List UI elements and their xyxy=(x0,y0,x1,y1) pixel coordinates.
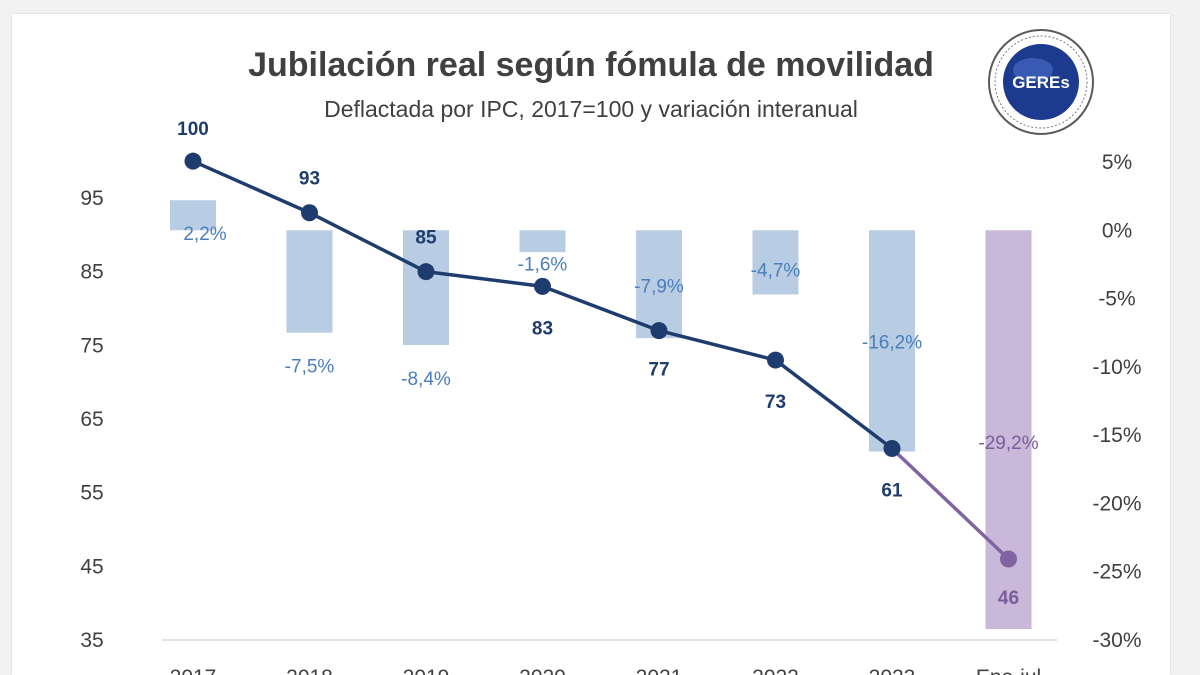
y-left-tick-label: 35 xyxy=(80,629,103,652)
y-left-tick-label: 95 xyxy=(80,187,103,210)
bar-value-label: -29,2% xyxy=(978,433,1038,454)
x-tick-label: 2022 xyxy=(752,666,799,675)
line-point xyxy=(883,439,901,457)
y-right-tick-label: -10% xyxy=(1092,356,1141,379)
y-right-tick-label: -25% xyxy=(1092,561,1141,584)
line-point xyxy=(184,152,202,170)
line-value-label: 85 xyxy=(415,228,437,249)
bar xyxy=(636,230,682,339)
line-value-label: 46 xyxy=(998,588,1019,609)
bar xyxy=(985,230,1032,630)
line-point xyxy=(534,277,551,295)
bar-value-label: 2,2% xyxy=(183,224,226,245)
x-tick-label: Ene-jul xyxy=(976,666,1041,675)
line-value-label: 61 xyxy=(881,480,903,501)
geres-logo: GEREs xyxy=(988,29,1094,135)
y-right-tick-label: -30% xyxy=(1092,629,1141,652)
y-axis-right: 5% 0% -5% -10% -15% -20% -25% -30% xyxy=(1092,151,1141,652)
line-point xyxy=(301,204,318,222)
bar xyxy=(286,230,333,333)
bar xyxy=(519,230,566,253)
y-left-tick-label: 65 xyxy=(80,408,103,431)
y-right-tick-label: 0% xyxy=(1102,219,1132,242)
y-right-tick-label: 5% xyxy=(1102,151,1132,174)
bar-value-label: -1,6% xyxy=(518,254,568,275)
line-data-labels: 100 93 85 83 77 73 61 46 xyxy=(177,119,1019,609)
bar xyxy=(170,200,216,231)
line-segment xyxy=(540,284,661,333)
bar-value-label: -7,5% xyxy=(285,357,335,378)
x-axis: 2017 2018 2019 2020 2021 2022 2023 Ene-jul xyxy=(170,666,1042,675)
x-tick-label: 2019 xyxy=(403,666,450,675)
logo-text: GEREs xyxy=(1012,73,1070,92)
chart-subtitle: Deflactada por IPC, 2017=100 y variación… xyxy=(324,96,858,122)
logo-ring xyxy=(994,35,1088,129)
x-tick-label: 2021 xyxy=(636,666,683,675)
logo-globe-shine xyxy=(1013,58,1053,82)
y-left-tick-label: 45 xyxy=(80,555,103,578)
x-tick-label: 2023 xyxy=(869,666,916,675)
bar xyxy=(869,230,915,452)
y-right-tick-label: -15% xyxy=(1092,424,1141,447)
bar-series xyxy=(170,200,1032,630)
y-left-tick-label: 75 xyxy=(80,334,103,357)
bar-data-labels: 2,2% -7,5% -8,4% -1,6% -7,9% -4,7% -16,2% -29,2… xyxy=(183,224,1038,454)
line-point xyxy=(1000,550,1017,568)
line-segment xyxy=(424,269,545,289)
line-series xyxy=(184,152,1017,568)
y-right-tick-label: -20% xyxy=(1092,492,1141,515)
chart-title: Jubilación real según fómula de movilida… xyxy=(248,46,934,84)
line-segment xyxy=(191,159,312,215)
line-point xyxy=(650,322,668,340)
y-left-tick-label: 55 xyxy=(80,482,103,505)
line-value-label: 73 xyxy=(765,392,786,413)
line-value-label: 77 xyxy=(648,360,669,381)
x-tick-label: 2017 xyxy=(170,666,217,675)
y-right-tick-label: -5% xyxy=(1098,288,1135,311)
bar-value-label: -4,7% xyxy=(751,260,801,281)
x-tick-label: 2018 xyxy=(286,666,333,675)
y-left-tick-label: 85 xyxy=(80,261,103,284)
bar xyxy=(752,230,799,295)
chart: Jubilación real según fómula de movilida… xyxy=(80,29,1142,675)
line-point xyxy=(767,351,784,369)
bar-value-label: -16,2% xyxy=(862,332,922,353)
line-segment xyxy=(890,446,1011,561)
chart-card: Jubilación real según fómula de movilida… xyxy=(12,14,1170,675)
line-value-label: 93 xyxy=(299,169,320,190)
line-segment xyxy=(773,358,894,451)
bar-value-label: -8,4% xyxy=(401,369,451,390)
line-point xyxy=(417,263,435,281)
line-value-label: 83 xyxy=(532,318,553,339)
bar-value-label: -7,9% xyxy=(634,276,684,297)
line-value-label: 100 xyxy=(177,119,209,140)
line-segment xyxy=(307,210,428,274)
bar xyxy=(403,230,449,346)
x-tick-label: 2020 xyxy=(519,666,566,675)
line-segment xyxy=(657,328,778,362)
y-axis-left: 95 85 75 65 55 45 35 xyxy=(80,187,103,652)
